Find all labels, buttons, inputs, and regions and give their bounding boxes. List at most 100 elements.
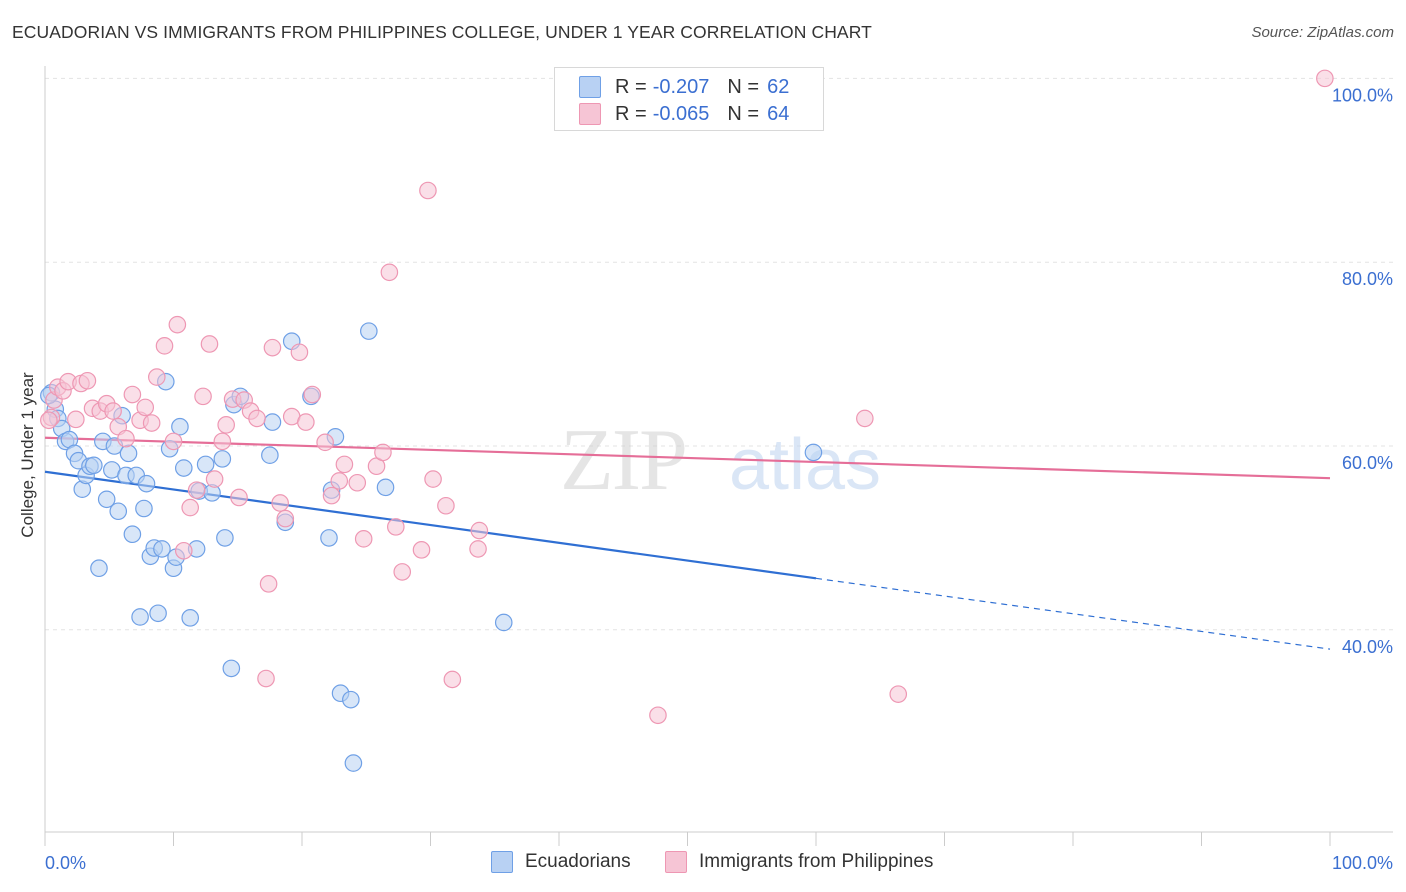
point-philippines-20 — [164, 432, 183, 451]
point-philippines-17 — [142, 414, 161, 432]
chart-title: ECUADORIAN VS IMMIGRANTS FROM PHILIPPINE… — [12, 22, 872, 42]
point-ecuadorians-51 — [320, 529, 338, 547]
point-philippines-36 — [259, 575, 278, 593]
point-ecuadorians-28 — [149, 604, 167, 623]
point-philippines-44 — [316, 433, 334, 452]
series-legend: Ecuadorians Immigrants from Philippines — [0, 851, 1406, 877]
series-swatch-philippines — [665, 851, 687, 873]
point-philippines-49 — [354, 530, 373, 548]
point-philippines-47 — [335, 455, 354, 474]
legend-n-value: 64 — [767, 102, 790, 125]
point-philippines-65 — [1316, 69, 1334, 88]
y-tick-label-60: 60.0% — [1342, 453, 1393, 473]
point-ecuadorians-29 — [153, 540, 171, 558]
point-philippines-51 — [374, 443, 392, 462]
y-tick-label-100: 100.0% — [1332, 85, 1393, 105]
legend-swatch-philippines — [579, 103, 601, 125]
point-philippines-37 — [263, 338, 282, 357]
series-label-ecuadorians: Ecuadorians — [525, 851, 631, 872]
point-ecuadorians-46 — [263, 413, 282, 431]
point-philippines-5 — [67, 410, 85, 429]
point-philippines-39 — [276, 509, 295, 528]
point-philippines-46 — [330, 472, 349, 490]
point-ecuadorians-34 — [171, 417, 189, 436]
point-philippines-66 — [40, 411, 58, 430]
x-tick-label-max: 100.0% — [1332, 853, 1393, 873]
point-ecuadorians-47 — [261, 446, 279, 464]
point-ecuadorians-39 — [196, 455, 215, 474]
y-tick-label-40: 40.0% — [1342, 637, 1393, 657]
point-philippines-27 — [205, 470, 224, 488]
point-philippines-45 — [322, 486, 341, 505]
trend-line-1 — [44, 436, 1331, 480]
point-philippines-35 — [257, 669, 275, 688]
legend-row-ecuadorians: R = -0.207 N = 62 — [579, 75, 789, 99]
watermark: ZIP atlas — [560, 412, 881, 509]
point-philippines-22 — [174, 541, 193, 560]
series-legend-philippines[interactable]: Immigrants from Philippines — [665, 851, 933, 873]
point-philippines-38 — [271, 494, 289, 512]
point-philippines-19 — [155, 337, 174, 355]
point-philippines-62 — [649, 706, 667, 725]
point-philippines-42 — [297, 413, 315, 431]
point-ecuadorians-42 — [216, 529, 234, 547]
point-ecuadorians-55 — [342, 690, 360, 709]
point-ecuadorians-14 — [97, 490, 116, 509]
trend-lines — [44, 436, 1331, 650]
scatter-points — [40, 69, 1334, 772]
watermark-atlas: atlas — [729, 425, 881, 505]
axes — [44, 66, 1393, 846]
y-tick-label-80: 80.0% — [1342, 269, 1393, 289]
point-ecuadorians-20 — [119, 444, 138, 463]
legend-n-value: 62 — [767, 75, 790, 98]
point-philippines-61 — [470, 521, 489, 540]
point-ecuadorians-41 — [213, 450, 232, 468]
point-ecuadorians-36 — [181, 609, 200, 627]
series-legend-ecuadorians[interactable]: Ecuadorians — [491, 851, 631, 873]
point-philippines-13 — [117, 429, 135, 448]
point-philippines-34 — [248, 409, 266, 428]
point-philippines-59 — [443, 670, 462, 689]
legend-r-label: R = — [615, 102, 647, 125]
trend-line-extension-0 — [815, 577, 1331, 650]
point-philippines-57 — [424, 470, 442, 488]
point-philippines-52 — [380, 263, 399, 282]
point-philippines-54 — [393, 563, 412, 581]
point-philippines-56 — [419, 181, 437, 200]
point-ecuadorians-58 — [376, 478, 395, 497]
watermark-zip: ZIP — [560, 412, 686, 509]
legend-r-value: -0.065 — [652, 102, 710, 125]
point-philippines-60 — [469, 540, 487, 558]
point-philippines-18 — [147, 368, 166, 386]
legend-r-value: -0.207 — [652, 75, 710, 98]
legend-n-label: N = — [727, 75, 760, 98]
point-philippines-48 — [348, 473, 367, 492]
point-philippines-29 — [217, 416, 235, 434]
point-ecuadorians-21 — [123, 525, 142, 544]
legend-swatch-ecuadorians — [579, 76, 601, 98]
point-ecuadorians-11 — [85, 456, 103, 475]
point-philippines-21 — [168, 315, 187, 334]
trend-line-0 — [44, 470, 817, 580]
point-philippines-14 — [123, 385, 142, 404]
stats-legend: R = -0.207 N = 62 R = -0.065 N = 64 — [554, 67, 824, 131]
point-philippines-64 — [889, 685, 908, 703]
point-ecuadorians-24 — [135, 499, 153, 518]
point-ecuadorians-12 — [90, 559, 108, 578]
point-ecuadorians-17 — [109, 502, 128, 521]
point-philippines-26 — [200, 335, 219, 353]
series-label-philippines: Immigrants from Philippines — [699, 851, 934, 872]
point-philippines-41 — [290, 343, 309, 362]
point-ecuadorians-59 — [494, 613, 513, 632]
point-philippines-63 — [856, 409, 874, 428]
point-philippines-28 — [213, 432, 232, 451]
point-philippines-24 — [187, 481, 206, 499]
point-philippines-11 — [104, 402, 122, 420]
point-philippines-7 — [78, 371, 97, 390]
point-philippines-23 — [181, 498, 200, 517]
point-ecuadorians-60 — [804, 443, 823, 462]
series-swatch-ecuadorians — [491, 851, 513, 873]
legend-row-philippines: R = -0.065 N = 64 — [579, 102, 789, 126]
point-ecuadorians-56 — [344, 754, 363, 772]
